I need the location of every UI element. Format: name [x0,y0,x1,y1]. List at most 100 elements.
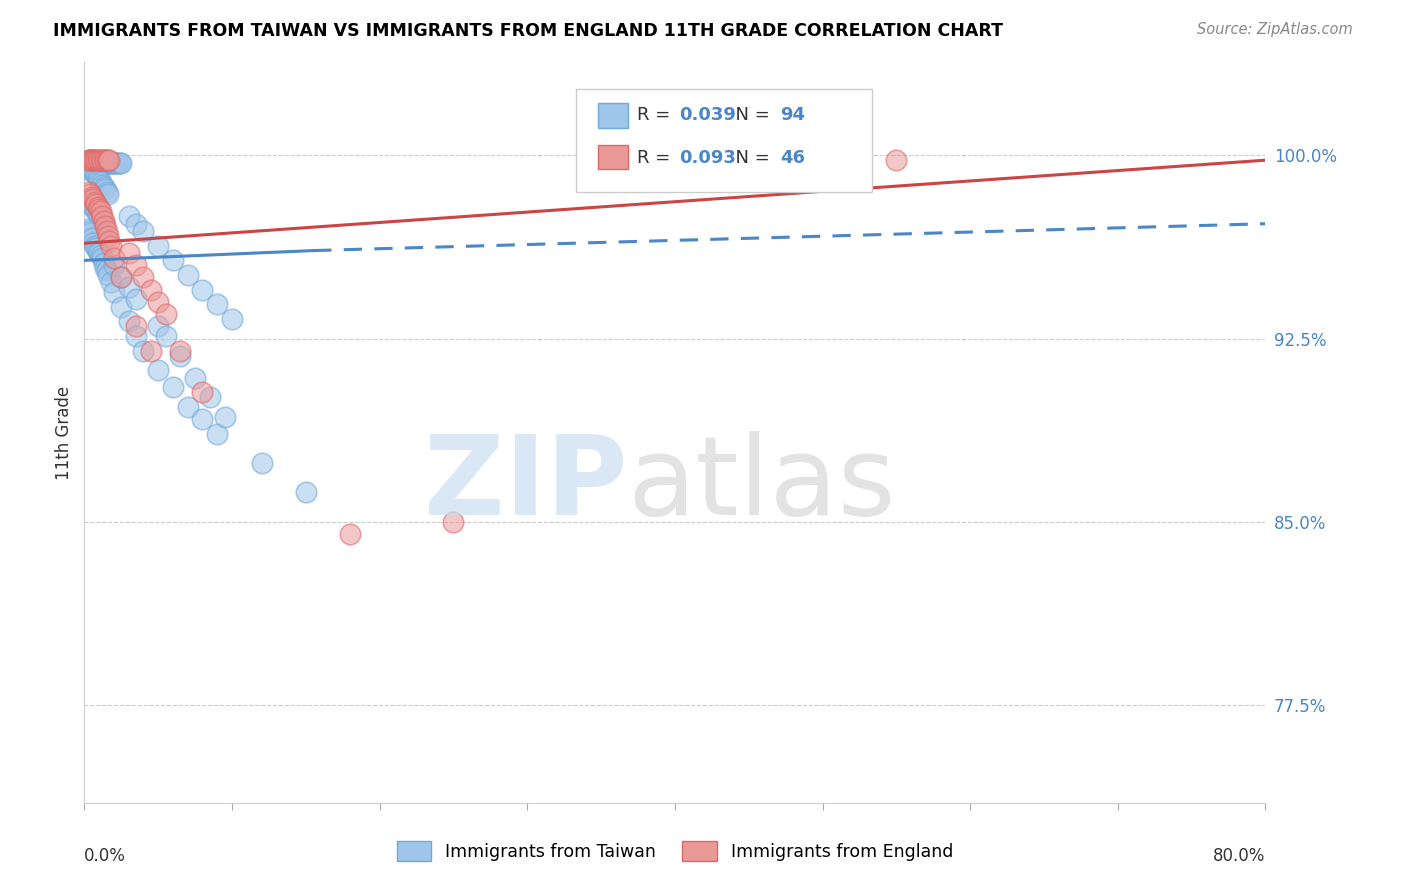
Point [84,168,107,182]
Point [101,155,124,169]
Point [98,234,121,248]
Point [184,370,207,384]
Point [83,202,105,216]
Point [125,329,148,343]
Point [107,155,129,169]
Point [83,165,105,179]
Point [90,175,112,189]
Point [87,210,111,224]
Point [155,307,177,321]
Point [148,238,170,252]
Point [77,185,100,199]
Point [198,390,221,404]
Point [94,155,117,169]
Text: 0.0%: 0.0% [84,847,127,864]
Point [86,170,108,185]
Point [80,163,103,178]
Point [94,182,117,196]
Point [125,258,148,272]
Point [148,294,170,309]
Point [84,155,107,169]
Point [82,155,104,169]
Point [110,270,132,285]
Point [97,155,120,169]
Point [84,241,107,255]
Point [103,155,125,169]
Point [80,190,103,204]
Point [125,293,148,307]
Point [77,192,100,206]
Text: N =: N = [724,106,776,124]
Point [97,268,120,282]
Point [84,197,107,211]
Text: 0.093: 0.093 [679,149,735,167]
Point [80,197,103,211]
Point [295,485,318,500]
Y-axis label: 11th Grade: 11th Grade [55,385,73,480]
Point [83,153,105,168]
Point [87,202,111,216]
Point [77,163,100,178]
Point [97,187,120,202]
Point [90,248,112,262]
Point [339,527,361,541]
Point [221,312,243,326]
Point [207,297,229,311]
Point [91,214,114,228]
Point [77,224,100,238]
Point [86,200,108,214]
Text: R =: R = [637,106,676,124]
Point [93,180,115,194]
Point [118,314,141,328]
Point [132,270,155,285]
Text: 94: 94 [780,106,806,124]
Point [118,246,141,260]
Point [177,400,200,414]
Text: 46: 46 [780,149,806,167]
Point [93,217,115,231]
Text: 80.0%: 80.0% [1213,847,1265,864]
Point [90,155,112,169]
Point [84,153,107,168]
Point [83,238,105,252]
Point [83,155,105,169]
Point [79,153,101,168]
Point [87,246,111,260]
Text: ZIP: ZIP [425,431,627,538]
Point [84,204,107,219]
Point [886,153,908,168]
Point [96,153,118,168]
Point [96,185,118,199]
Point [139,343,162,358]
Point [97,228,120,243]
Point [90,204,112,219]
Point [86,244,108,258]
Point [79,187,101,202]
Point [132,224,155,238]
Point [76,221,98,235]
Point [93,214,115,228]
Point [82,236,104,251]
Point [148,363,170,377]
Point [91,251,114,265]
Point [110,300,132,314]
Text: R =: R = [637,149,676,167]
Point [104,155,127,169]
Point [93,155,115,169]
Point [110,270,132,285]
Point [162,253,184,268]
Point [169,349,191,363]
Point [87,172,111,186]
Point [91,153,114,168]
Point [91,210,114,224]
Point [82,153,104,168]
Point [97,153,120,168]
Point [177,268,200,282]
Point [108,155,131,169]
Point [90,153,112,168]
Point [125,217,148,231]
Point [80,153,103,168]
Point [87,155,111,169]
Point [110,155,132,169]
Point [100,155,122,169]
